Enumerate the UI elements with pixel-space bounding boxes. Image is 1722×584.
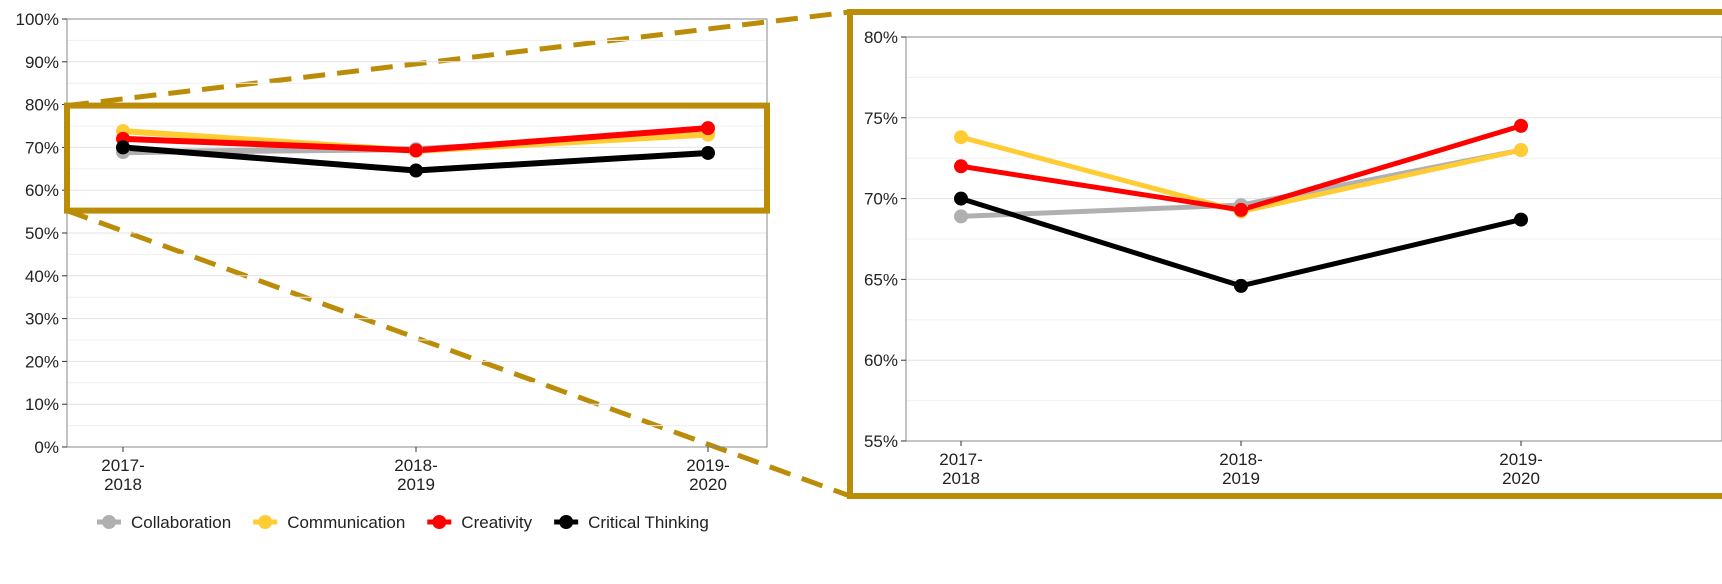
overview-panel: 0% 10% 20% 30% 40% 50% 60% 70% 80% 90% 100% 2017-20… [16, 10, 768, 494]
zoom-highlight-boxes [64, 9, 1722, 499]
point-critical-thinking [116, 140, 130, 155]
y-tick-label: 70% [864, 190, 898, 209]
y-tick-label: 30% [25, 310, 59, 329]
zoom-connector-lines [66, 9, 851, 499]
y-tick-label: 80% [25, 96, 59, 115]
plot-frame [905, 36, 1722, 442]
zoom-target-box [847, 9, 1722, 499]
y-tick-label: 80% [864, 28, 898, 47]
point-creativity [1234, 202, 1248, 217]
y-tick-label: 90% [25, 53, 59, 72]
point-collaboration [954, 209, 968, 224]
y-tick-label: 60% [864, 351, 898, 370]
point-creativity [1514, 118, 1528, 133]
y-tick-label: 70% [25, 138, 59, 157]
legend-label-collaboration: Collaboration [131, 513, 231, 532]
zoomed-panel: 55% 60% 65% 70% 75% 80% 2017-2018 2018-2019 2019… [864, 28, 1722, 488]
point-communication [954, 130, 968, 145]
y-tick-label: 55% [864, 432, 898, 451]
y-tick-label: 10% [25, 395, 59, 414]
y-tick-label: 75% [864, 109, 898, 128]
point-critical-thinking [409, 163, 423, 178]
legend-label-creativity: Creativity [461, 513, 532, 532]
x-tick-label: 2018-2019 [1219, 450, 1262, 488]
point-creativity [701, 121, 715, 136]
legend-swatch-point [559, 515, 574, 529]
zoom-connector-top [66, 9, 851, 109]
x-tick-label: 2018-2019 [394, 456, 437, 494]
y-tick-label: 50% [25, 224, 59, 243]
point-critical-thinking [1514, 212, 1528, 227]
chart-legend: Collaboration Communication Creativity Crit… [97, 513, 709, 532]
point-critical-thinking [1234, 278, 1248, 293]
x-tick-label: 2017-2018 [939, 450, 982, 488]
point-critical-thinking [701, 145, 715, 160]
zoom-connector-bottom [66, 208, 851, 499]
y-tick-label: 0% [34, 438, 59, 457]
legend-label-communication: Communication [287, 513, 405, 532]
y-tick-label: 20% [25, 352, 59, 371]
y-tick-label: 40% [25, 267, 59, 286]
y-tick-label: 65% [864, 270, 898, 289]
y-tick-label: 60% [25, 181, 59, 200]
zoom-source-box [64, 102, 770, 214]
legend-swatch-point [102, 515, 116, 529]
x-tick-label: 2019-2020 [1499, 450, 1542, 488]
y-tick-label: 100% [16, 10, 59, 29]
legend-label-critical-thinking: Critical Thinking [588, 513, 709, 532]
x-tick-label: 2019-2020 [686, 456, 729, 494]
legend-swatch-point [258, 515, 273, 529]
point-creativity [954, 159, 968, 174]
x-tick-label: 2017-2018 [101, 456, 144, 494]
legend-swatch-point [432, 515, 447, 529]
point-critical-thinking [954, 191, 968, 206]
point-creativity [409, 143, 423, 158]
point-communication [1514, 143, 1528, 158]
